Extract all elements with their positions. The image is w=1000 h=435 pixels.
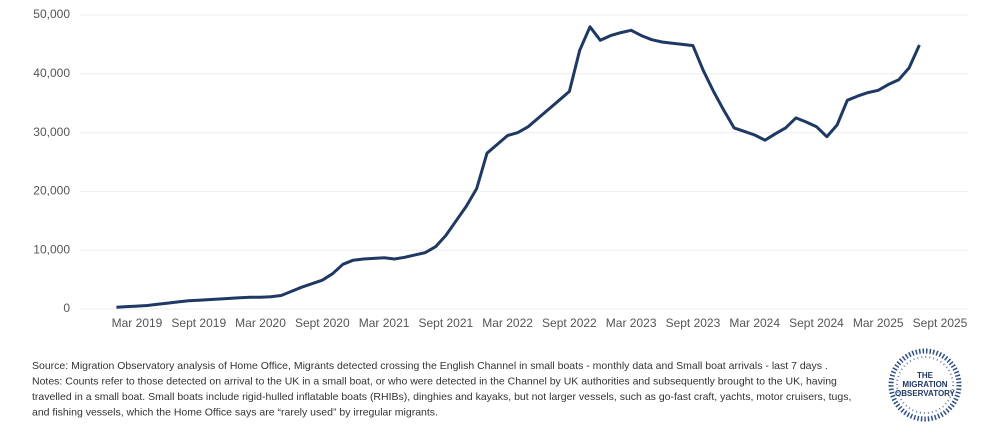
x-tick-label: Mar 2024	[729, 316, 780, 330]
footnote: and fishing vessels, which the Home Offi…	[32, 406, 438, 418]
x-tick-label: Mar 2019	[112, 316, 163, 330]
x-tick-label: Sept 2022	[542, 316, 597, 330]
x-tick-label: Sept 2020	[295, 316, 350, 330]
footnote: Notes: Counts refer to those detected on…	[32, 375, 837, 387]
y-tick-label: 20,000	[33, 184, 70, 198]
y-tick-label: 10,000	[33, 242, 70, 256]
x-tick-label: Sept 2025	[913, 316, 968, 330]
logo-text: OBSERVATORY	[895, 389, 956, 398]
logo-text: MIGRATION	[902, 380, 947, 389]
x-tick-label: Mar 2020	[235, 316, 286, 330]
data-line	[116, 25, 921, 309]
x-tick-label: Mar 2023	[606, 316, 657, 330]
x-tick-label: Sept 2021	[418, 316, 473, 330]
y-tick-label: 50,000	[33, 7, 70, 21]
x-tick-label: Mar 2021	[359, 316, 410, 330]
logo-text: THE	[917, 371, 934, 380]
y-tick-label: 30,000	[33, 125, 70, 139]
x-tick-label: Sept 2023	[666, 316, 721, 330]
y-tick-label: 40,000	[33, 66, 70, 80]
logo-ring-inner	[896, 356, 954, 414]
x-tick-label: Mar 2022	[482, 316, 533, 330]
footnote: Source: Migration Observatory analysis o…	[32, 360, 828, 372]
x-tick-label: Sept 2024	[789, 316, 844, 330]
x-tick-label: Mar 2025	[853, 316, 904, 330]
y-tick-label: 0	[63, 301, 70, 315]
footnote: travelled in a small boat. Small boats i…	[32, 391, 851, 403]
logo-ring	[888, 348, 962, 422]
x-tick-label: Sept 2019	[171, 316, 226, 330]
